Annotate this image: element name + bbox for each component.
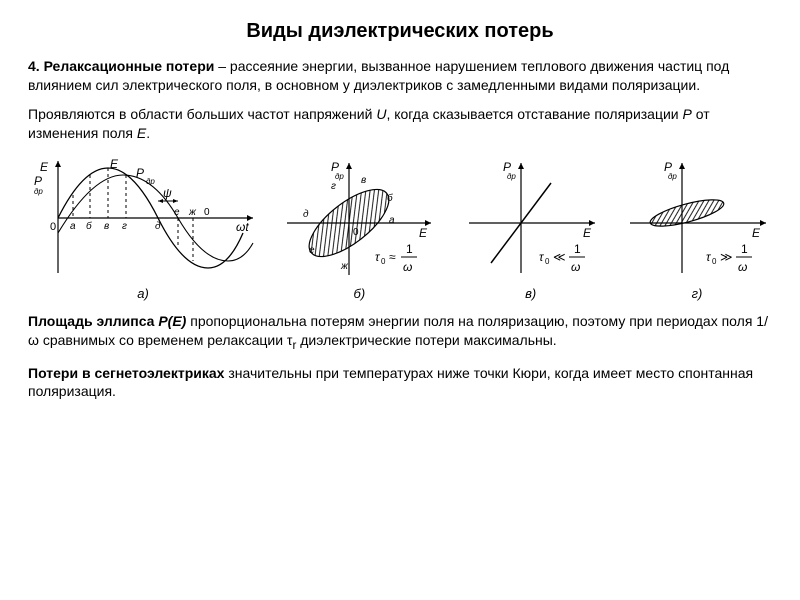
svg-text:в: в <box>104 221 109 232</box>
panel-b-svg: P др E а б в г д е ж 0 τ 0 ≈ 1 ω <box>279 153 439 283</box>
svg-text:≫: ≫ <box>720 250 733 264</box>
p2-U: U <box>376 106 386 122</box>
svg-text:е: е <box>309 245 315 256</box>
panel-d-svg: P др E τ 0 ≫ 1 ω <box>622 153 772 283</box>
svg-text:а: а <box>389 215 395 226</box>
svg-text:г: г <box>331 181 336 192</box>
panel-b-xlabel: E <box>419 226 428 240</box>
panel-a-xlabel: ωt <box>236 220 249 234</box>
svg-text:ω: ω <box>403 260 412 274</box>
intro-paragraph: 4. Релаксационные потери – рассеяние эне… <box>28 57 772 95</box>
svg-text:ж: ж <box>340 261 349 272</box>
panel-a-ylabel-P: P <box>34 174 42 188</box>
svg-text:ω: ω <box>571 260 580 274</box>
panel-b-formula: τ 0 ≈ 1 ω <box>375 242 417 274</box>
svg-text:0: 0 <box>381 257 386 266</box>
svg-text:0: 0 <box>353 227 359 238</box>
svg-text:1: 1 <box>406 242 413 256</box>
panel-a-ylabel-E: E <box>40 160 49 174</box>
p2-b: , когда сказывается отставание поляризац… <box>386 106 682 122</box>
svg-text:1: 1 <box>741 242 748 256</box>
panel-a-ylabel-P-sub: др <box>34 187 43 196</box>
p3-a: Площадь эллипса <box>28 313 158 329</box>
curve-P-label-sub: др <box>146 177 155 186</box>
panel-b-caption: б) <box>354 285 366 303</box>
svg-text:0: 0 <box>204 207 210 218</box>
panel-d-formula: τ 0 ≫ 1 ω <box>706 242 752 274</box>
intro-lead: 4. Релаксационные потери <box>28 58 214 74</box>
p2-E: E <box>137 125 146 141</box>
panel-c-xlabel: E <box>583 226 592 240</box>
p2-a: Проявляются в области больших частот нап… <box>28 106 376 122</box>
svg-text:г: г <box>122 221 127 232</box>
paragraph-4: Потери в сегнетоэлектриках значительны п… <box>28 364 772 402</box>
svg-text:д: д <box>303 209 309 220</box>
paragraph-3: Площадь эллипса P(E) пропорциональна пот… <box>28 312 772 353</box>
p3-PE: P(E) <box>158 313 186 329</box>
svg-text:др: др <box>668 172 677 181</box>
svg-text:б: б <box>387 192 393 204</box>
panel-b: P др E а б в г д е ж 0 τ 0 ≈ 1 ω <box>279 153 439 303</box>
svg-text:др: др <box>335 172 344 181</box>
panel-a-svg: E P др 0 ωt E P др а б в г д е <box>28 153 258 283</box>
svg-text:а: а <box>70 221 76 232</box>
panel-d-caption: г) <box>692 285 703 303</box>
p2-P: P <box>683 106 692 122</box>
svg-text:ω: ω <box>738 260 747 274</box>
panel-c-svg: P др E τ 0 ≪ 1 ω <box>461 153 601 283</box>
svg-text:1: 1 <box>574 242 581 256</box>
svg-text:б: б <box>86 220 92 232</box>
paragraph-2: Проявляются в области больших частот нап… <box>28 105 772 143</box>
svg-text:≪: ≪ <box>553 250 566 264</box>
panel-c: P др E τ 0 ≪ 1 ω в) <box>461 153 601 303</box>
curve-P-label: P <box>136 166 144 180</box>
svg-text:др: др <box>507 172 516 181</box>
panel-a: E P др 0 ωt E P др а б в г д е <box>28 153 258 303</box>
diagram-row: E P др 0 ωt E P др а б в г д е <box>28 153 772 303</box>
panel-d: P др E τ 0 ≫ 1 ω г) <box>622 153 772 303</box>
curve-E-label: E <box>110 157 119 171</box>
panel-a-caption: а) <box>137 285 149 303</box>
panel-c-formula: τ 0 ≪ 1 ω <box>539 242 585 274</box>
svg-text:≈: ≈ <box>389 250 396 264</box>
p3-c: диэлектрические потери максимальны. <box>296 332 556 348</box>
panel-a-zero: 0 <box>50 221 56 233</box>
svg-text:0: 0 <box>545 257 550 266</box>
panel-c-caption: в) <box>525 285 536 303</box>
psi-label: ψ <box>163 186 172 200</box>
p4-lead: Потери в сегнетоэлектриках <box>28 365 224 381</box>
page-title: Виды диэлектрических потерь <box>28 18 772 45</box>
panel-d-xlabel: E <box>752 226 761 240</box>
svg-text:0: 0 <box>712 257 717 266</box>
svg-text:д: д <box>155 221 161 232</box>
svg-text:ж: ж <box>188 207 197 218</box>
p2-d: . <box>146 125 150 141</box>
svg-text:е: е <box>174 207 180 218</box>
svg-text:в: в <box>361 175 366 186</box>
